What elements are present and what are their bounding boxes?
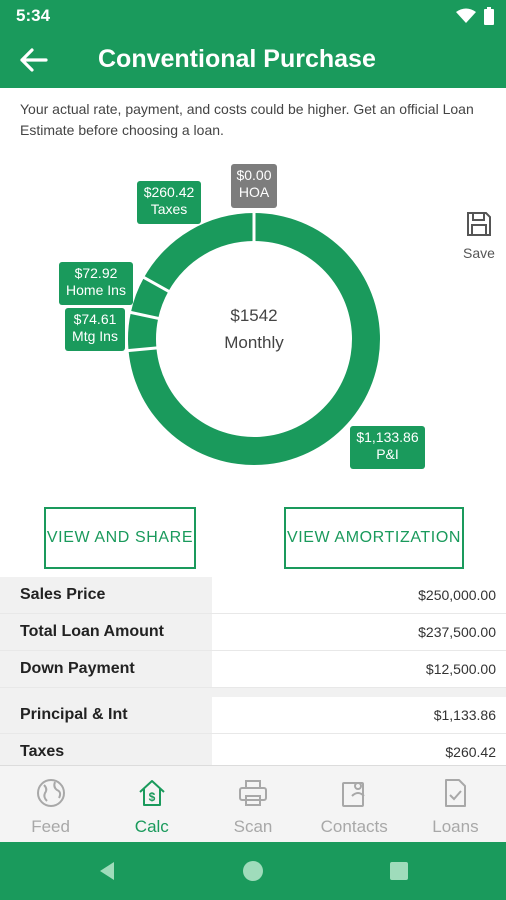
system-navigation-bar [0,842,506,900]
nav-label: Contacts [320,817,388,836]
nav-item-scan[interactable]: Scan [202,766,303,842]
page-title: Conventional Purchase [98,45,376,73]
monthly-total: $1542 [230,306,278,325]
row-value: $1,133.86 [212,697,506,733]
monthly-label: Monthly [224,333,284,352]
slice-taxes [144,213,254,292]
status-time: 5:34 [16,6,51,25]
chip-home-ins-label: Home Ins [66,282,126,298]
chip-home-ins: $72.92 Home Ins [59,262,133,305]
disclaimer-text: Your actual rate, payment, and costs cou… [20,101,474,138]
save-button[interactable]: Save [460,210,498,262]
back-button[interactable] [18,44,52,76]
chip-principal-interest: $1,133.86 P&I [350,426,425,469]
row-label: Sales Price [0,577,212,613]
table-row: Taxes $260.42 [0,734,506,771]
slice-home-ins [130,277,169,319]
chip-taxes-value: $260.42 [143,184,195,200]
system-home-icon[interactable] [243,861,263,881]
row-label: Taxes [0,734,212,770]
chip-hoa-label: HOA [238,184,270,200]
contacts-icon [342,782,365,807]
nav-item-loans[interactable]: Loans [405,766,506,842]
printer-icon [239,780,267,806]
slice-mtg-ins [127,312,159,351]
chip-mtg-ins-label: Mtg Ins [72,328,118,344]
nav-label: Calc [134,817,169,836]
document-check-icon [445,779,467,807]
chip-hoa: $0.00 HOA [231,164,277,208]
save-label: Save [463,245,495,261]
chip-taxes: $260.42 Taxes [137,181,201,224]
row-label: Down Payment [0,651,212,687]
bottom-navigation: Feed $ Calc Scan Contacts Loans [0,765,506,842]
view-and-share-button[interactable]: VIEW AND SHARE [44,507,196,569]
wifi-icon [456,8,476,23]
view-amortization-button[interactable]: VIEW AMORTIZATION [284,507,464,569]
nav-item-feed[interactable]: Feed [0,766,101,842]
row-value: $237,500.00 [212,614,506,650]
loan-summary-table: Sales Price $250,000.00 Total Loan Amoun… [0,577,506,771]
table-divider [0,688,506,697]
slice-separator [142,275,171,293]
system-back-icon[interactable] [98,861,116,881]
chip-mtg-ins-value: $74.61 [73,311,117,327]
system-recents-icon[interactable] [390,862,408,880]
battery-icon [484,7,494,25]
payment-donut-chart [127,212,380,465]
chip-taxes-label: Taxes [150,201,188,217]
nav-label: Scan [233,817,273,836]
table-row: Down Payment $12,500.00 [0,651,506,688]
nav-item-calc[interactable]: $ Calc [101,766,202,842]
status-icons [456,7,494,25]
globe-icon [36,779,65,807]
row-label: Principal & Int [0,697,212,733]
nav-label: Feed [31,817,70,836]
chip-home-ins-value: $72.92 [74,265,118,281]
row-value: $250,000.00 [212,577,506,613]
chip-pi-value: $1,133.86 [356,429,419,445]
chip-hoa-value: $0.00 [236,167,272,183]
chip-mtg-ins: $74.61 Mtg Ins [65,308,125,351]
arrow-left-icon [20,48,48,72]
nav-item-contacts[interactable]: Contacts [304,766,405,842]
house-dollar-icon: $ [139,780,165,806]
table-row: Sales Price $250,000.00 [0,577,506,614]
floppy-disk-icon [467,212,491,236]
slice-separator [127,346,158,353]
donut-slices [127,212,380,465]
chip-pi-label: P&I [376,446,399,462]
slice-separator [129,310,160,321]
app-bar: Conventional Purchase [0,32,506,88]
nav-label: Loans [432,817,479,836]
svg-text:$: $ [148,790,155,804]
row-value: $260.42 [212,734,506,770]
table-row: Total Loan Amount $237,500.00 [0,614,506,651]
row-label: Total Loan Amount [0,614,212,650]
row-value: $12,500.00 [212,651,506,687]
status-bar: 5:34 [0,0,506,32]
table-row: Principal & Int $1,133.86 [0,697,506,734]
